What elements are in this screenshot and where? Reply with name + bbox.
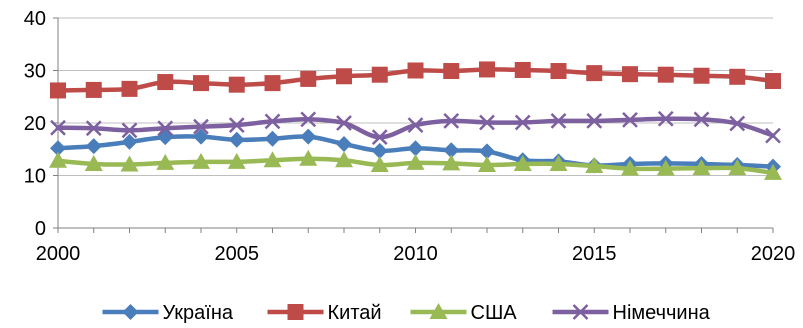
- series-0-point-2008: [336, 136, 352, 152]
- y-tick-label-10: 10: [24, 166, 46, 188]
- x-tick-label-2010: 2010: [393, 243, 438, 265]
- x-tick-label-2015: 2015: [572, 243, 617, 265]
- series-1-point-2017: [658, 67, 674, 83]
- series-1-point-2020: [765, 73, 781, 89]
- x-tick-label-2000: 2000: [36, 243, 81, 265]
- y-axis-tick-labels: 0 10 20 30 40: [24, 8, 46, 240]
- series-1-point-2004: [193, 75, 209, 91]
- legend-swatch-marker-1: [288, 304, 304, 320]
- y-tick-label-0: 0: [35, 218, 46, 240]
- series-0-point-2007: [300, 129, 316, 145]
- series-1-point-2018: [694, 68, 710, 84]
- series-1-point-2015: [586, 65, 602, 81]
- series-1-point-2003: [157, 74, 173, 90]
- series-1-point-2009: [372, 67, 388, 83]
- x-tick-label-2005: 2005: [215, 243, 260, 265]
- legend-item-3: Німеччина: [553, 302, 711, 324]
- legend-item-2: США: [411, 302, 518, 324]
- series-lines: [49, 61, 782, 179]
- y-tick-label-20: 20: [24, 113, 46, 135]
- legend: Україна Китай США Німеччина: [103, 302, 711, 324]
- series-0-point-2001: [86, 138, 102, 154]
- series-1-point-2013: [515, 62, 531, 78]
- series-0-point-2006: [265, 131, 281, 147]
- y-tick-label-30: 30: [24, 61, 46, 83]
- legend-item-1: Китай: [268, 302, 382, 324]
- legend-label-0: Україна: [163, 302, 234, 324]
- series-1-point-2001: [86, 82, 102, 98]
- series-1-point-2010: [408, 63, 424, 79]
- series-1-point-2016: [622, 66, 638, 82]
- series-1-point-2008: [336, 68, 352, 84]
- legend-label-2: США: [471, 302, 518, 324]
- series-1: [50, 61, 781, 98]
- series-0-point-2010: [408, 140, 424, 156]
- series-1-point-2011: [443, 63, 459, 79]
- x-tick-label-2020: 2020: [751, 243, 796, 265]
- legend-item-0: Україна: [103, 302, 234, 324]
- series-1-point-2002: [122, 81, 138, 97]
- legend-label-3: Німеччина: [613, 302, 711, 324]
- series-1-point-2014: [551, 63, 567, 79]
- x-axis-tick-labels: 2000 2005 2010 2015 2020: [36, 243, 796, 265]
- series-1-point-2000: [50, 82, 66, 98]
- legend-label-1: Китай: [328, 302, 382, 324]
- legend-swatch-marker-0: [123, 304, 139, 320]
- series-1-point-2005: [229, 77, 245, 93]
- series-1-point-2012: [479, 61, 495, 77]
- series-1-point-2006: [265, 75, 281, 91]
- series-0-point-2005: [229, 132, 245, 148]
- series-1-point-2019: [729, 69, 745, 85]
- y-tick-label-40: 40: [24, 8, 46, 30]
- series-0-point-2003: [157, 129, 173, 145]
- series-1-point-2007: [300, 71, 316, 87]
